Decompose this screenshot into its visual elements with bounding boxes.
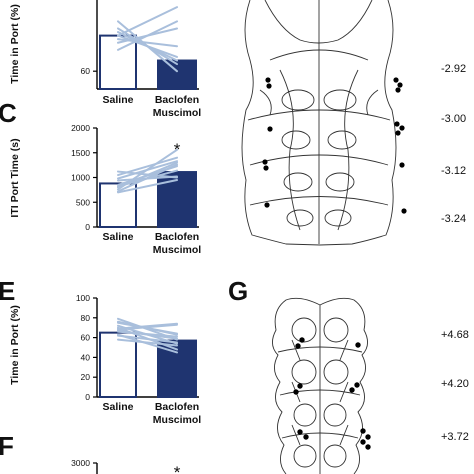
panel-letter-c: C: [0, 98, 17, 128]
x-label-muscimol-c: Muscimol: [153, 244, 202, 256]
section-label-top-1: -3.00: [441, 113, 466, 125]
section-labels-bottom: +4.68 +4.20 +3.72: [441, 329, 469, 443]
subject-line-top-6: [117, 31, 178, 62]
section-label-top-2: -3.12: [441, 165, 466, 177]
y-tick-label-c-1: 500: [76, 197, 90, 207]
y-tick-label-e-2: 40: [81, 352, 91, 362]
x-label-saline-top: Saline: [103, 94, 134, 106]
y-axis-label-top: Time in Port (%): [9, 4, 21, 84]
section-label-bottom-0: +4.68: [441, 329, 469, 341]
section-label-top-3: -3.24: [441, 213, 466, 225]
section-labels-top: -2.92 -3.00 -3.12 -3.24: [441, 63, 466, 225]
x-label-muscimol-top: Muscimol: [153, 107, 202, 119]
y-tick-label-c-0: 0: [85, 222, 90, 232]
subject-line-c-9: [117, 161, 178, 189]
brain-outline-top-upper: [241, 0, 397, 246]
y-tick-label-f-0: 3000: [71, 458, 90, 468]
subject-line-e-8: [117, 320, 178, 336]
y-tick-label-e-3: 60: [81, 333, 91, 343]
subject-line-c-7: [117, 178, 178, 194]
subject-line-e-10: [117, 322, 178, 330]
brain-atlas-bottom: [272, 297, 368, 474]
x-label-muscimol-e: Muscimol: [153, 414, 202, 426]
subject-line-e-11: [117, 329, 178, 340]
lesion-dots-top: [262, 77, 407, 214]
section-label-bottom-2: +3.72: [441, 431, 469, 443]
significance-star-c: *: [174, 140, 181, 159]
y-tick-label-e-0: 0: [85, 392, 90, 402]
x-label-baclofen-top: Baclofen: [155, 94, 199, 106]
y-tick-label-c-3: 1500: [71, 148, 90, 158]
brain-atlas-top: [241, 0, 397, 246]
significance-star-f: *: [174, 463, 181, 474]
y-tick-label-e-4: 80: [81, 313, 91, 323]
panel-letter-f: F: [0, 431, 14, 461]
y-tick-label-c-2: 1000: [71, 173, 90, 183]
section-label-top-0: -2.92: [441, 63, 466, 75]
section-label-bottom-1: +4.20: [441, 378, 469, 390]
y-axis-label-e: Time in Port (%): [9, 305, 21, 385]
subject-line-e-9: [117, 333, 178, 354]
subject-line-top-7: [117, 6, 178, 37]
bar-c-1: [157, 171, 197, 228]
brain-outline-bottom: [272, 297, 368, 474]
x-label-baclofen-c: Baclofen: [155, 231, 199, 243]
y-tick-label-c-4: 2000: [71, 123, 90, 133]
chart-f-partial: 3000 *: [71, 458, 181, 474]
y-axis-label-c: ITI Port Time (s): [9, 138, 21, 217]
y-tick-label-e-1: 20: [81, 372, 91, 382]
lesion-dots-bottom: [293, 337, 371, 450]
subject-line-c-3: [117, 160, 178, 180]
y-tick-label-top-0: 60: [81, 66, 91, 76]
x-label-saline-e: Saline: [103, 401, 134, 413]
x-label-baclofen-e: Baclofen: [155, 401, 199, 413]
bar-e-0: [99, 331, 137, 398]
panel-letter-e: E: [0, 276, 15, 306]
panel-letter-g: G: [228, 276, 248, 306]
subject-line-top-5: [117, 38, 178, 48]
y-tick-label-e-5: 100: [76, 293, 90, 303]
x-label-saline-c: Saline: [103, 231, 134, 243]
